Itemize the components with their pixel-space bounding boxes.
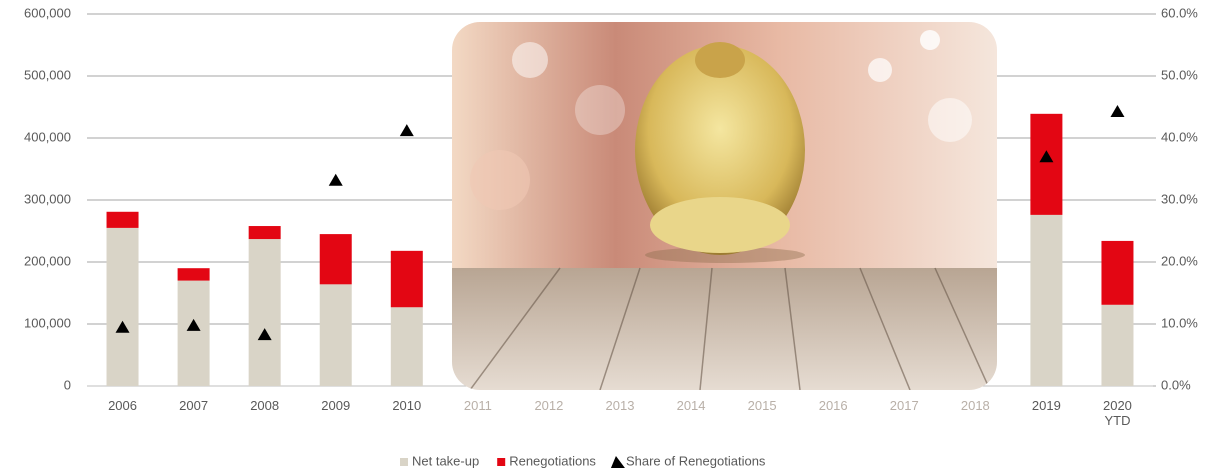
bar-segment bbox=[107, 212, 139, 228]
legend-label: Share of Renegotiations bbox=[626, 453, 766, 468]
bar-segment bbox=[320, 284, 352, 386]
bar-segment bbox=[249, 239, 281, 386]
bar-segment bbox=[107, 228, 139, 386]
page: 0 100,000 200,000 300,000 400,000 500,000 600,… bbox=[0, 0, 1214, 474]
y2-tick-label: 20.0% bbox=[1161, 253, 1198, 268]
x-tick-label: 2006 bbox=[98, 398, 148, 413]
bar-segment bbox=[1101, 305, 1133, 386]
legend: Net take-up Renegotiations Share of Renego… bbox=[400, 453, 766, 468]
share-marker bbox=[400, 124, 414, 136]
photo-overlay bbox=[452, 22, 997, 390]
bar-segment bbox=[178, 281, 210, 386]
y-tick-label: 500,000 bbox=[24, 67, 71, 82]
bar-segment bbox=[391, 307, 423, 386]
y-tick-label: 0 bbox=[64, 377, 71, 392]
bar-segment bbox=[178, 268, 210, 280]
x-tick-label: 2014 bbox=[666, 398, 716, 413]
x-tick-label: 2009 bbox=[311, 398, 361, 413]
y2-tick-label: 30.0% bbox=[1161, 191, 1198, 206]
bar-segment bbox=[1030, 114, 1062, 215]
legend-swatch bbox=[400, 458, 408, 466]
y-tick-label: 100,000 bbox=[24, 315, 71, 330]
x-tick-label: 2008 bbox=[240, 398, 290, 413]
legend-label: Renegotiations bbox=[509, 453, 596, 468]
y-tick-label: 300,000 bbox=[24, 191, 71, 206]
x-tick-label: 2013 bbox=[595, 398, 645, 413]
x-tick-label: 2012 bbox=[524, 398, 574, 413]
y-tick-label: 400,000 bbox=[24, 129, 71, 144]
legend-swatch bbox=[497, 458, 505, 466]
bar-segment bbox=[1030, 215, 1062, 386]
x-tick-label: 2011 bbox=[453, 398, 503, 413]
y2-tick-label: 10.0% bbox=[1161, 315, 1198, 330]
y2-tick-label: 40.0% bbox=[1161, 129, 1198, 144]
y2-tick-label: 50.0% bbox=[1161, 67, 1198, 82]
legend-label: Net take-up bbox=[412, 453, 479, 468]
bar-segment bbox=[1101, 241, 1133, 305]
y2-tick-label: 0.0% bbox=[1161, 377, 1191, 392]
x-tick-label: 2017 bbox=[879, 398, 929, 413]
x-tick-label: 2010 bbox=[382, 398, 432, 413]
bar-segment bbox=[320, 234, 352, 284]
y2-tick-label: 60.0% bbox=[1161, 5, 1198, 20]
y-tick-label: 600,000 bbox=[24, 5, 71, 20]
bar-segment bbox=[391, 251, 423, 307]
x-tick-label: 2007 bbox=[169, 398, 219, 413]
x-tick-label: 2015 bbox=[737, 398, 787, 413]
legend-marker bbox=[611, 456, 625, 468]
share-marker bbox=[329, 174, 343, 186]
x-tick-label: 2020 YTD bbox=[1092, 398, 1142, 428]
share-marker bbox=[1110, 105, 1124, 117]
bar-segment bbox=[249, 226, 281, 239]
x-tick-label: 2016 bbox=[808, 398, 858, 413]
y-tick-label: 200,000 bbox=[24, 253, 71, 268]
x-tick-label: 2019 bbox=[1021, 398, 1071, 413]
x-tick-label: 2018 bbox=[950, 398, 1000, 413]
